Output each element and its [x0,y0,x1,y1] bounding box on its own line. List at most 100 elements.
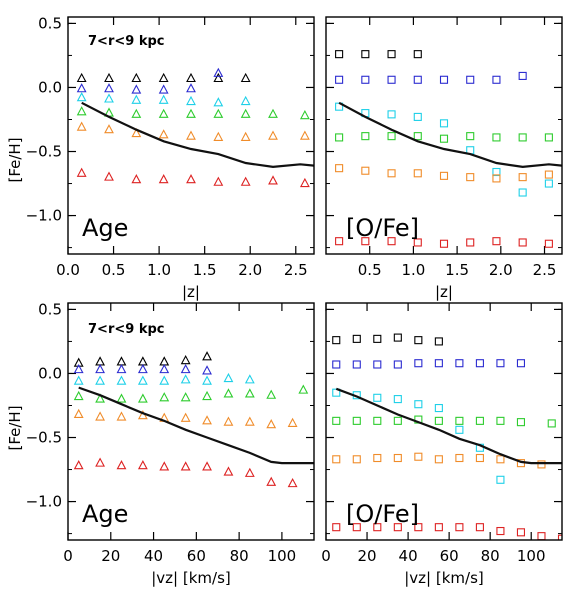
top-left-point-bin-black-2 [131,72,142,83]
bottom-right-point-bin-orange-4 [414,452,423,461]
bottom-left-point-bin-green-4 [159,392,170,402]
top-left-point-bin-orange-7 [268,130,278,140]
top-left-xtick-label-3: 1.5 [193,261,217,279]
top-left-point-bin-cyan-1 [104,93,114,103]
top-left-point-bin-red-2 [131,174,142,184]
bottom-right-point-bin-cyan-4 [414,400,423,409]
top-left-point-bin-green-5 [213,108,224,118]
top-right-x-axis-title: |z| [435,283,453,301]
top-right-point-bin-blue-4 [439,75,449,84]
top-right-point-bin-red-5 [466,238,475,247]
bottom-right-xtick-label-5: 100 [517,547,546,565]
bottom-left-point-bin-orange-2 [116,411,127,421]
top-left-point-bin-blue-4 [186,83,196,93]
bottom-right-point-bin-green-10 [547,419,556,428]
top-left-point-bin-black-5 [213,72,224,83]
top-left-point-bin-red-7 [268,175,278,185]
bottom-right-point-bin-orange-7 [475,453,484,463]
bottom-left-series-bin-cyan [73,372,255,385]
top-right-point-bin-red-6 [492,237,501,246]
bottom-left-point-bin-blue-1 [95,363,106,374]
bottom-left-point-bin-cyan-0 [73,375,84,385]
top-left-point-bin-blue-1 [104,83,114,93]
bottom-right-data [332,333,562,540]
top-right-point-bin-blue-1 [361,75,370,84]
bottom-right-point-bin-green-7 [475,416,484,425]
top-left-point-bin-cyan-4 [186,95,196,106]
bottom-left-point-bin-cyan-2 [116,375,127,385]
bottom-right-point-bin-blue-9 [516,359,526,368]
bottom-right-point-bin-blue-8 [496,359,505,368]
bottom-right-point-bin-black-2 [373,334,382,343]
top-right-xtick-label-0: 0.5 [358,261,382,279]
top-right-series-bin-red [335,237,553,248]
top-left-point-bin-black-1 [104,72,114,83]
top-left-point-bin-red-4 [186,174,196,184]
bottom-right-point-bin-black-0 [332,336,341,345]
bottom-right-point-bin-orange-6 [455,453,464,463]
top-right-point-bin-red-3 [413,238,422,247]
top-right-point-bin-green-7 [518,133,527,142]
bottom-left-frame [67,302,315,541]
bottom-left-point-bin-red-9 [266,476,277,486]
bottom-left-point-bin-red-10 [287,477,298,488]
top-right-point-bin-orange-0 [335,164,344,173]
top-left-point-bin-red-1 [104,171,114,181]
bottom-right-point-bin-orange-1 [352,455,361,464]
bottom-right-point-bin-blue-5 [434,359,443,368]
top-left-point-bin-orange-5 [213,131,224,141]
bottom-right-point-bin-red-0 [332,523,341,532]
top-left-point-bin-blue-2 [131,84,142,94]
bottom-right-point-bin-blue-6 [455,359,464,368]
top-left-ytick-label-0: 0.5 [38,14,62,32]
bottom-right-point-bin-green-6 [455,416,464,425]
bottom-left-point-bin-orange-5 [180,412,191,422]
bottom-left-point-bin-orange-7 [223,416,234,426]
top-left-point-bin-black-0 [76,72,87,83]
top-left-point-bin-green-4 [186,108,196,118]
top-left-x-axis-title: |z| [182,283,200,301]
top-right-point-bin-orange-3 [413,169,422,178]
top-left-mean-line [81,101,314,169]
top-left-point-bin-blue-0 [76,83,87,93]
bottom-right-point-bin-orange-10 [537,460,546,469]
top-right-mean-line [338,101,562,169]
top-right-point-bin-blue-6 [492,75,501,84]
bottom-right-point-bin-black-3 [393,333,402,342]
top-left-series-bin-black [76,72,251,83]
top-left-point-bin-green-6 [240,108,251,118]
bottom-right-xtick-label-0: 0 [321,547,331,565]
bottom-left-point-bin-blue-5 [180,363,191,374]
top-left-point-bin-orange-1 [104,124,114,134]
bottom-right-point-bin-orange-3 [393,453,402,463]
bottom-right-panel-label: [O/Fe] [346,500,419,528]
top-right-point-bin-orange-1 [361,166,370,175]
top-right-point-bin-blue-3 [413,75,422,84]
bottom-right-point-bin-black-1 [352,334,361,343]
bottom-left-point-bin-green-3 [137,393,148,403]
bottom-left-ytick-label-2: −0.5 [26,429,62,447]
top-right-point-bin-blue-5 [466,75,475,84]
top-left-point-bin-green-0 [76,106,87,116]
top-right-point-bin-black-0 [335,50,344,59]
bottom-right-series-bin-blue [332,359,526,369]
bottom-right-point-bin-red-9 [516,528,526,537]
bottom-left-xtick-label-2: 40 [144,547,163,565]
top-left-data [76,67,314,188]
top-left-point-bin-red-3 [158,174,169,184]
bottom-right-point-bin-blue-4 [414,359,423,368]
bottom-right-point-bin-red-5 [434,523,443,532]
top-right-point-bin-orange-8 [544,170,553,179]
bottom-left-point-bin-green-2 [116,393,127,403]
top-right-point-bin-black-3 [413,50,422,59]
y-axis-title-top: [Fe/H] [6,137,24,182]
bottom-left-point-bin-red-6 [202,461,212,471]
bottom-right-series-bin-black [332,333,443,346]
top-right-xtick-label-4: 2.5 [533,261,557,279]
bottom-left-point-bin-orange-1 [95,411,106,421]
top-left-panel-label: Age [82,214,128,242]
panel-bottom-left: 0.5 0.0 −0.5 −1.0 0 20 40 60 80 100 |vz| [km/s] Age [26,300,315,587]
top-right-point-bin-orange-7 [518,173,527,182]
top-left-series-bin-orange [76,121,310,141]
